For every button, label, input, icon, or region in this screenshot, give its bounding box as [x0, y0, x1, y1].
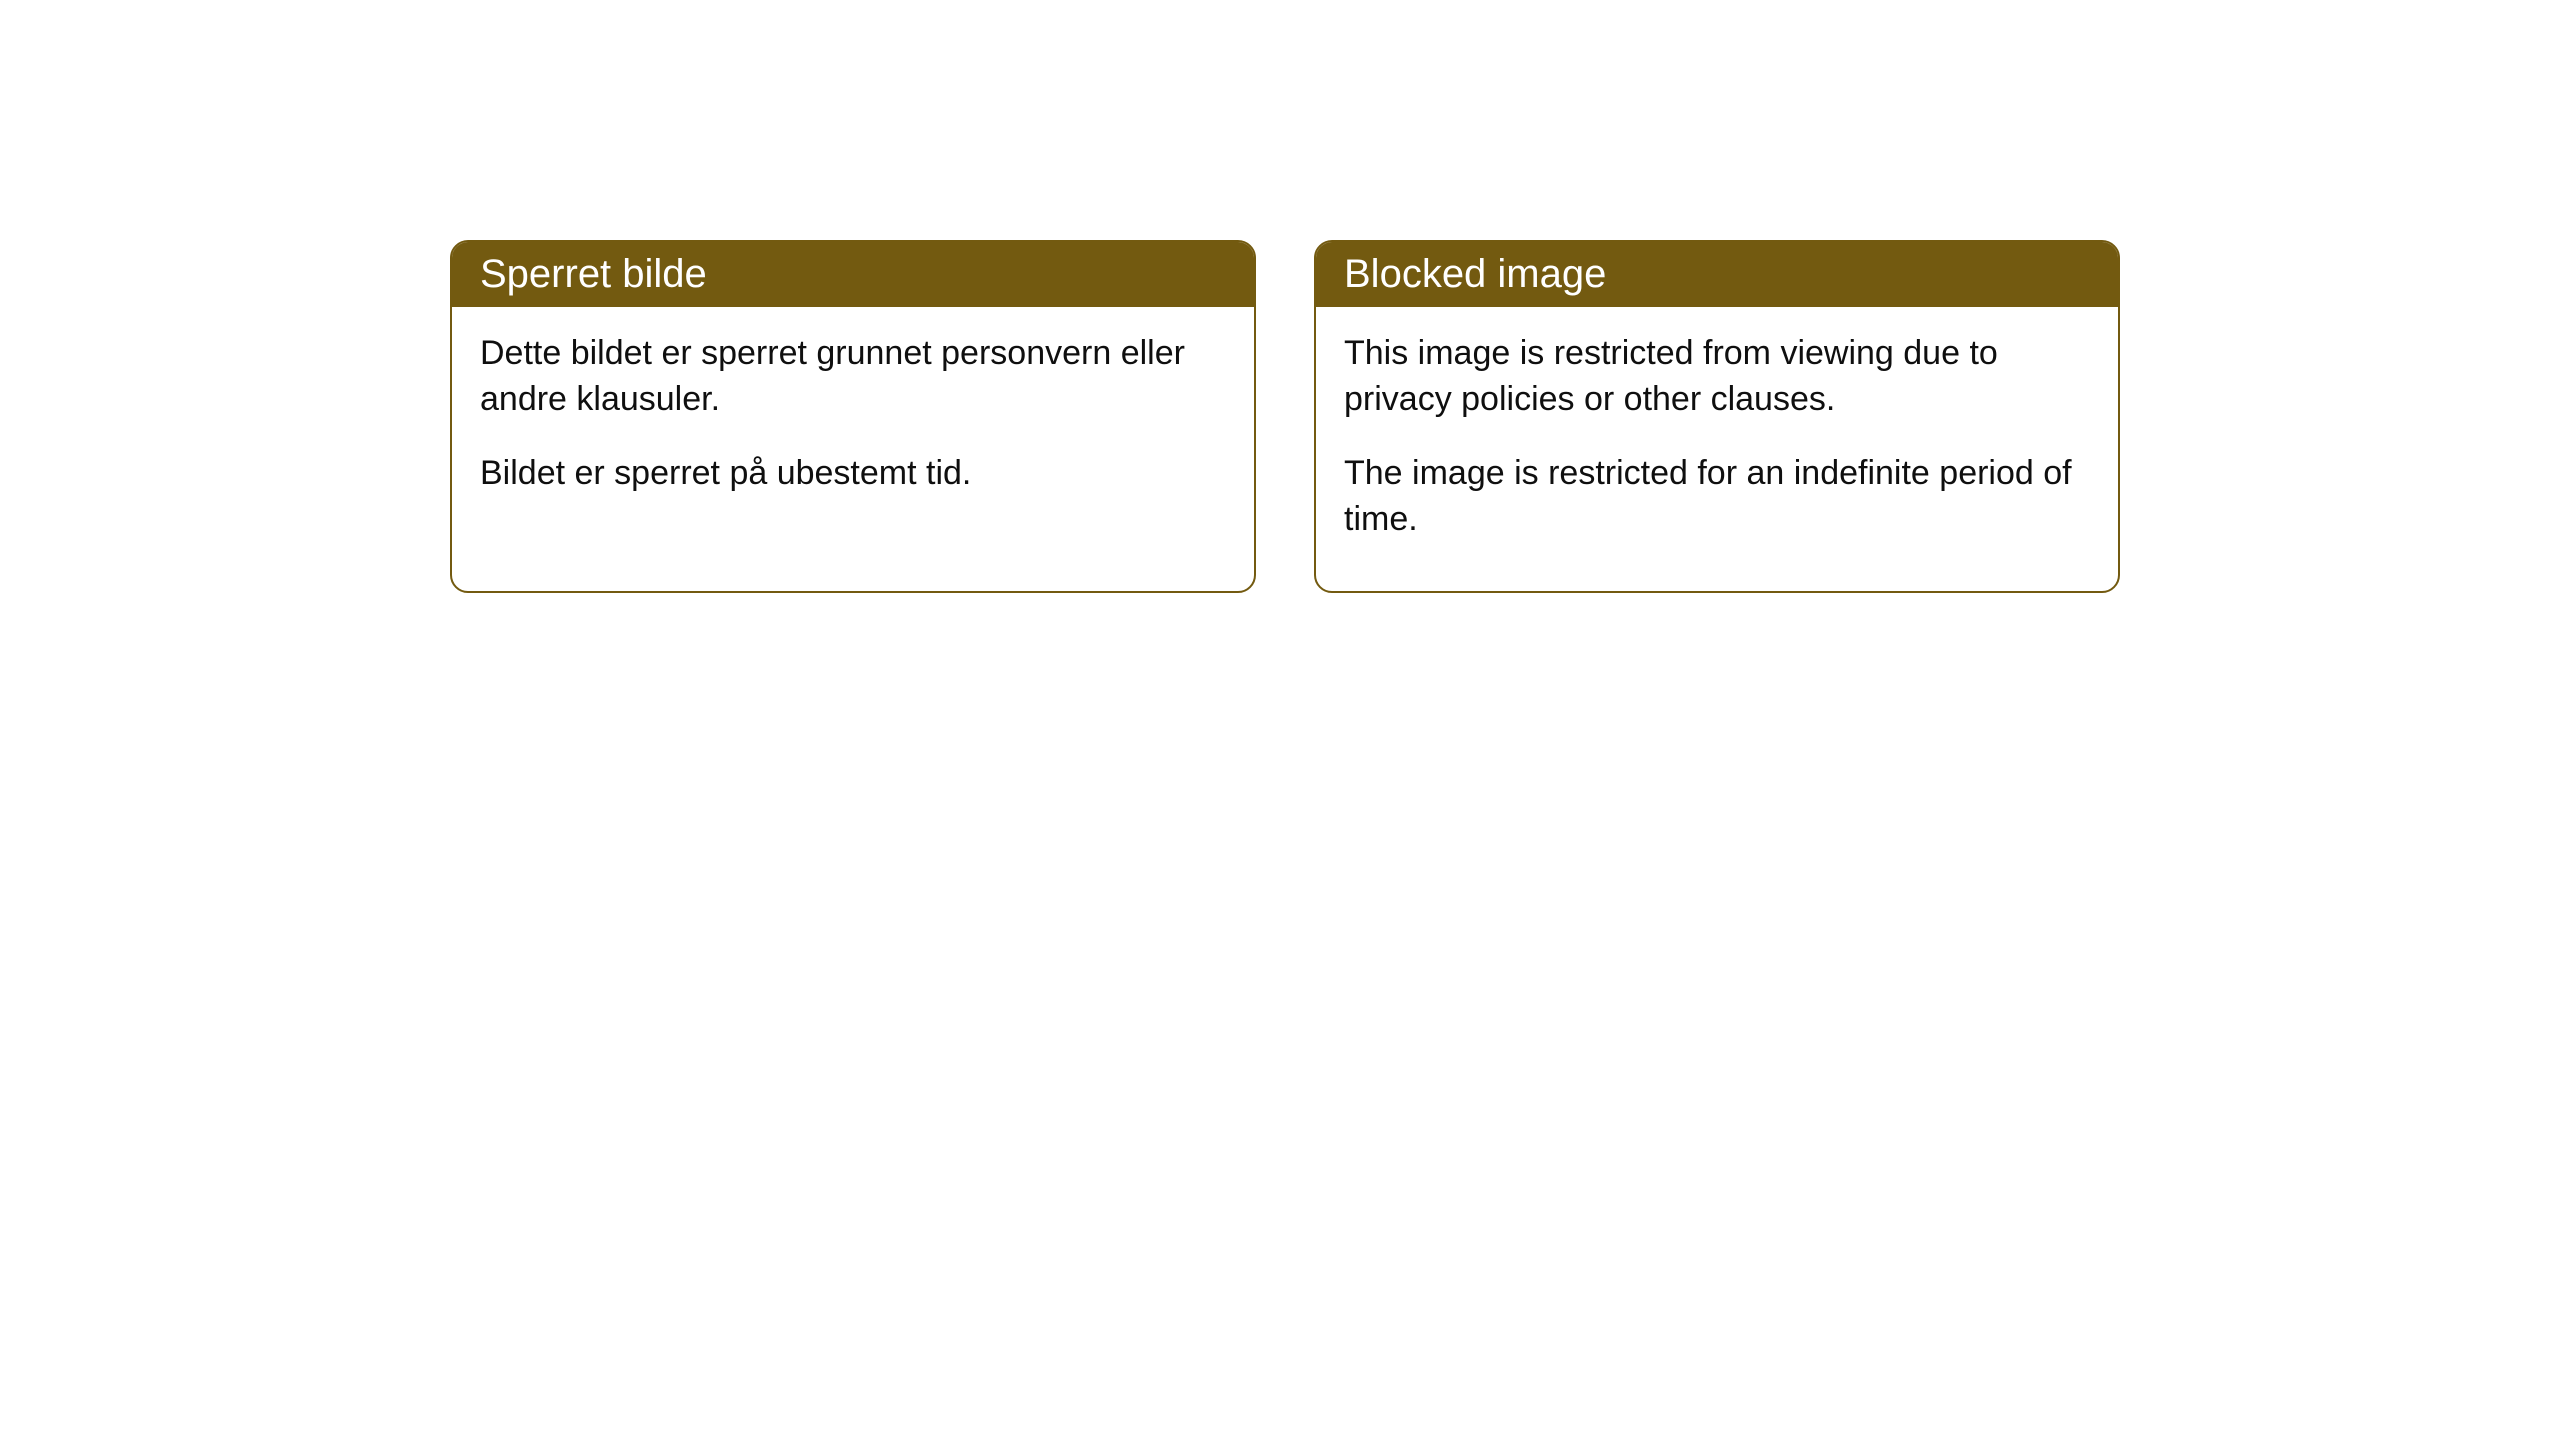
notice-container: Sperret bilde Dette bildet er sperret gr… [450, 240, 2120, 593]
card-paragraph-2-en: The image is restricted for an indefinit… [1344, 451, 2090, 543]
card-paragraph-2-no: Bildet er sperret på ubestemt tid. [480, 451, 1226, 497]
card-title-en: Blocked image [1316, 242, 2118, 307]
blocked-image-card-no: Sperret bilde Dette bildet er sperret gr… [450, 240, 1256, 593]
card-paragraph-1-en: This image is restricted from viewing du… [1344, 331, 2090, 423]
card-paragraph-1-no: Dette bildet er sperret grunnet personve… [480, 331, 1226, 423]
blocked-image-card-en: Blocked image This image is restricted f… [1314, 240, 2120, 593]
card-body-no: Dette bildet er sperret grunnet personve… [452, 307, 1254, 545]
card-title-no: Sperret bilde [452, 242, 1254, 307]
card-body-en: This image is restricted from viewing du… [1316, 307, 2118, 591]
